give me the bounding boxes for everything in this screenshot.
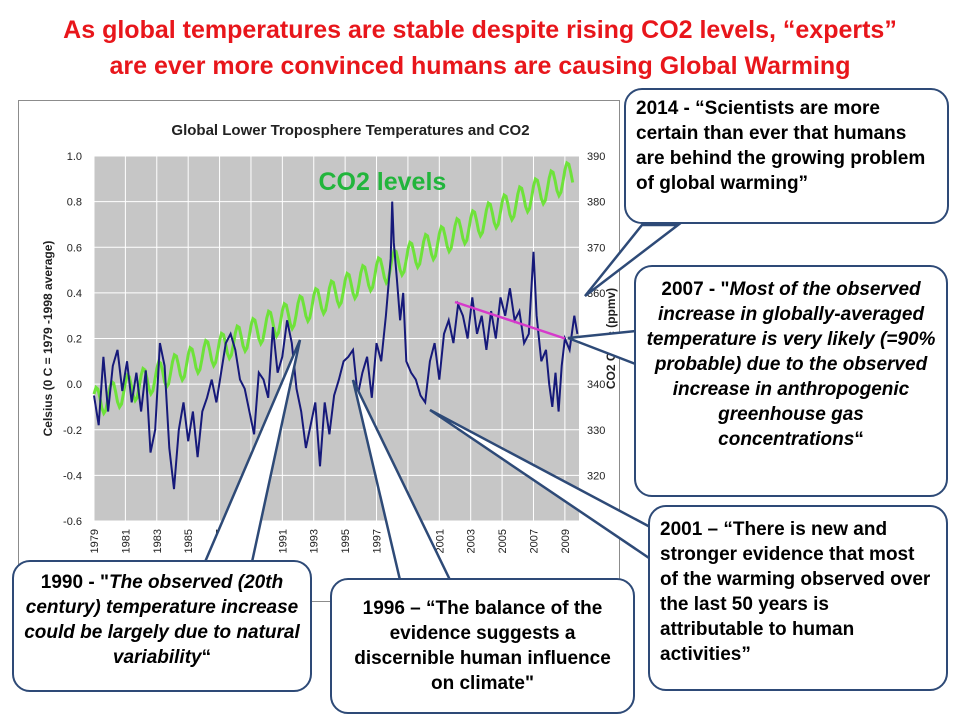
- temperature-trend-line: [454, 300, 566, 340]
- x-tick-label: 2003: [466, 529, 478, 553]
- bubble-2007: 2007 - "Most of the observed increase in…: [634, 265, 948, 497]
- bubble-1990-prefix: 1990 - ": [40, 572, 109, 593]
- y2-tick-label: 340: [587, 379, 605, 391]
- x-tick-label: 1987: [215, 529, 227, 553]
- y-tick-label: 0.2: [67, 334, 82, 346]
- bubble-1990-suffix: “: [201, 647, 212, 668]
- y-axis-label: Celsius (0 C = 1979 -1998 average): [41, 241, 55, 437]
- bubble-1990-quote: The observed (20th century) temperature …: [24, 572, 300, 668]
- y-tick-label: -0.2: [63, 425, 82, 437]
- co2-levels-annotation: CO2 levels: [318, 168, 446, 196]
- bubble-2014: 2014 - “Scientists are more certain than…: [624, 88, 949, 224]
- chart-title: Global Lower Troposphere Temperatures an…: [171, 122, 529, 139]
- y-tick-label: 1.0: [67, 151, 82, 163]
- y-tick-label: -0.6: [63, 516, 82, 528]
- temperature-series-line: [93, 201, 579, 490]
- y2-tick-label: 380: [587, 197, 605, 209]
- y2-tick-label: 370: [587, 242, 605, 254]
- x-tick-label: 2007: [528, 529, 540, 553]
- x-tick-label: 1985: [183, 529, 195, 553]
- bubble-1990: 1990 - "The observed (20th century) temp…: [12, 560, 312, 692]
- y2-axis-label: CO2 Conc (ppmv): [604, 288, 618, 389]
- y-tick-label: 0.6: [67, 242, 82, 254]
- bubble-2007-quote: Most of the observed increase in globall…: [646, 279, 936, 450]
- x-tick-label: 1995: [340, 529, 352, 553]
- temperature-co2-chart: Global Lower Troposphere Temperatures an…: [41, 122, 618, 553]
- co2-series-line: [92, 160, 575, 417]
- y-tick-label: 0.0: [67, 379, 82, 391]
- x-tick-label: 1999: [403, 529, 415, 553]
- y2-tick-label: 360: [587, 288, 605, 300]
- x-tick-label: 1997: [372, 529, 384, 553]
- x-tick-label: 2009: [560, 529, 572, 553]
- x-tick-label: 1983: [152, 529, 164, 553]
- y-tick-label: -0.4: [63, 470, 82, 482]
- y2-tick-label: 350: [587, 334, 605, 346]
- bubble-2014-text: 2014 - “Scientists are more certain than…: [636, 98, 926, 194]
- x-tick-label: 1991: [277, 529, 289, 553]
- x-tick-label: 2005: [497, 529, 509, 553]
- x-tick-label: 1979: [89, 529, 101, 553]
- bubble-2001-text: 2001 – “There is new and stronger eviden…: [660, 519, 931, 665]
- y2-tick-label: 330: [587, 425, 605, 437]
- x-tick-label: 1981: [120, 529, 132, 553]
- bubble-2007-prefix: 2007 - ": [661, 279, 730, 300]
- y-tick-label: 0.4: [67, 288, 82, 300]
- headline-line-2: are ever more convinced humans are causi…: [109, 52, 851, 80]
- headline-line-1: As global temperatures are stable despit…: [63, 16, 897, 44]
- chart-frame: Global Lower Troposphere Temperatures an…: [18, 100, 620, 602]
- y2-tick-label: 390: [587, 151, 605, 163]
- y-tick-label: 0.8: [67, 197, 82, 209]
- x-tick-label: 1989: [246, 529, 258, 553]
- bubble-1996-text: 1996 – “The balance of the evidence sugg…: [354, 598, 611, 694]
- x-tick-label: 2001: [434, 529, 446, 553]
- bubble-1996: 1996 – “The balance of the evidence sugg…: [330, 578, 635, 714]
- x-tick-label: 1993: [309, 529, 321, 553]
- bubble-2007-suffix: “: [854, 429, 864, 450]
- y2-tick-label: 320: [587, 470, 605, 482]
- bubble-2001: 2001 – “There is new and stronger eviden…: [648, 505, 948, 691]
